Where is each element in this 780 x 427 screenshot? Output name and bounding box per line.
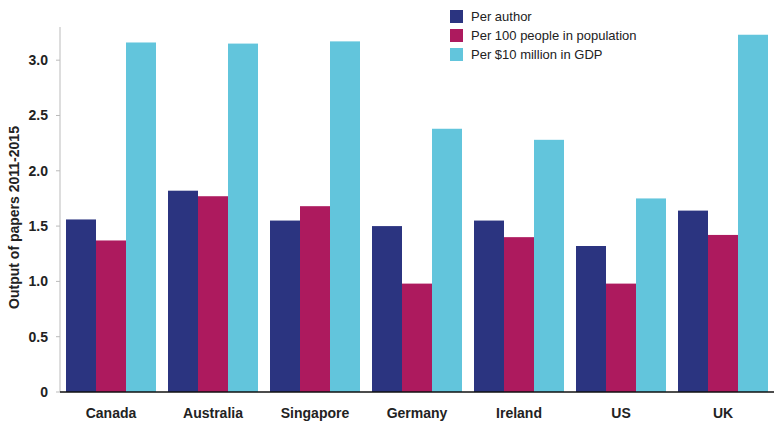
- bar: [504, 237, 534, 392]
- bar: [606, 284, 636, 392]
- bars: [66, 35, 768, 392]
- bar: [198, 196, 228, 392]
- bar: [330, 41, 360, 392]
- y-axis-line: [60, 27, 61, 392]
- chart-svg: 0 0.5 1.0 1.5 2.0 2.5 3.0 Output of papers 2011…: [0, 0, 780, 427]
- bar: [576, 246, 606, 392]
- y-tick-label: 0: [40, 384, 48, 400]
- bar: [168, 191, 198, 392]
- bar: [708, 235, 738, 392]
- y-axis-label: Output of papers 2011-2015: [6, 126, 22, 309]
- bar: [228, 44, 258, 392]
- x-tick-label: Australia: [183, 405, 243, 421]
- legend-label: Per $10 million in GDP: [471, 47, 603, 62]
- tick-mark: [56, 281, 60, 282]
- y-tick-label: 2.5: [29, 107, 49, 123]
- y-tick-label: 2.0: [29, 163, 49, 179]
- tick-mark: [56, 115, 60, 116]
- tick-mark: [56, 392, 60, 393]
- legend-swatch: [450, 48, 463, 61]
- bar: [126, 42, 156, 392]
- bar: [534, 140, 564, 392]
- x-tick-label: Ireland: [496, 405, 542, 421]
- chart-root: 0 0.5 1.0 1.5 2.0 2.5 3.0 Output of papers 2011…: [0, 0, 780, 427]
- bar: [96, 240, 126, 392]
- legend-swatch: [450, 10, 463, 23]
- x-tick-label: Singapore: [281, 405, 350, 421]
- tick-mark: [56, 226, 60, 227]
- bar: [300, 206, 330, 392]
- x-tick-label: Canada: [86, 405, 137, 421]
- legend-swatch: [450, 29, 463, 42]
- tick-mark: [56, 336, 60, 337]
- bar: [402, 284, 432, 392]
- bar: [432, 129, 462, 392]
- x-tick-label: US: [611, 405, 630, 421]
- bar: [738, 35, 768, 392]
- legend: Per author Per 100 people in population Pe…: [450, 9, 637, 62]
- x-tick-label: UK: [713, 405, 733, 421]
- bar: [678, 211, 708, 392]
- tick-mark: [56, 170, 60, 171]
- bar: [636, 198, 666, 392]
- y-tick-label: 1.5: [29, 218, 49, 234]
- x-axis-line: [60, 391, 774, 393]
- x-tick-label: Germany: [387, 405, 448, 421]
- bar: [474, 221, 504, 392]
- legend-label: Per 100 people in population: [471, 28, 637, 43]
- legend-label: Per author: [471, 9, 532, 24]
- bar: [270, 221, 300, 392]
- y-tick-label: 1.0: [29, 273, 49, 289]
- bar: [66, 219, 96, 392]
- y-tick-label: 3.0: [29, 52, 49, 68]
- bar: [372, 226, 402, 392]
- tick-mark: [56, 60, 60, 61]
- y-tick-label: 0.5: [29, 329, 49, 345]
